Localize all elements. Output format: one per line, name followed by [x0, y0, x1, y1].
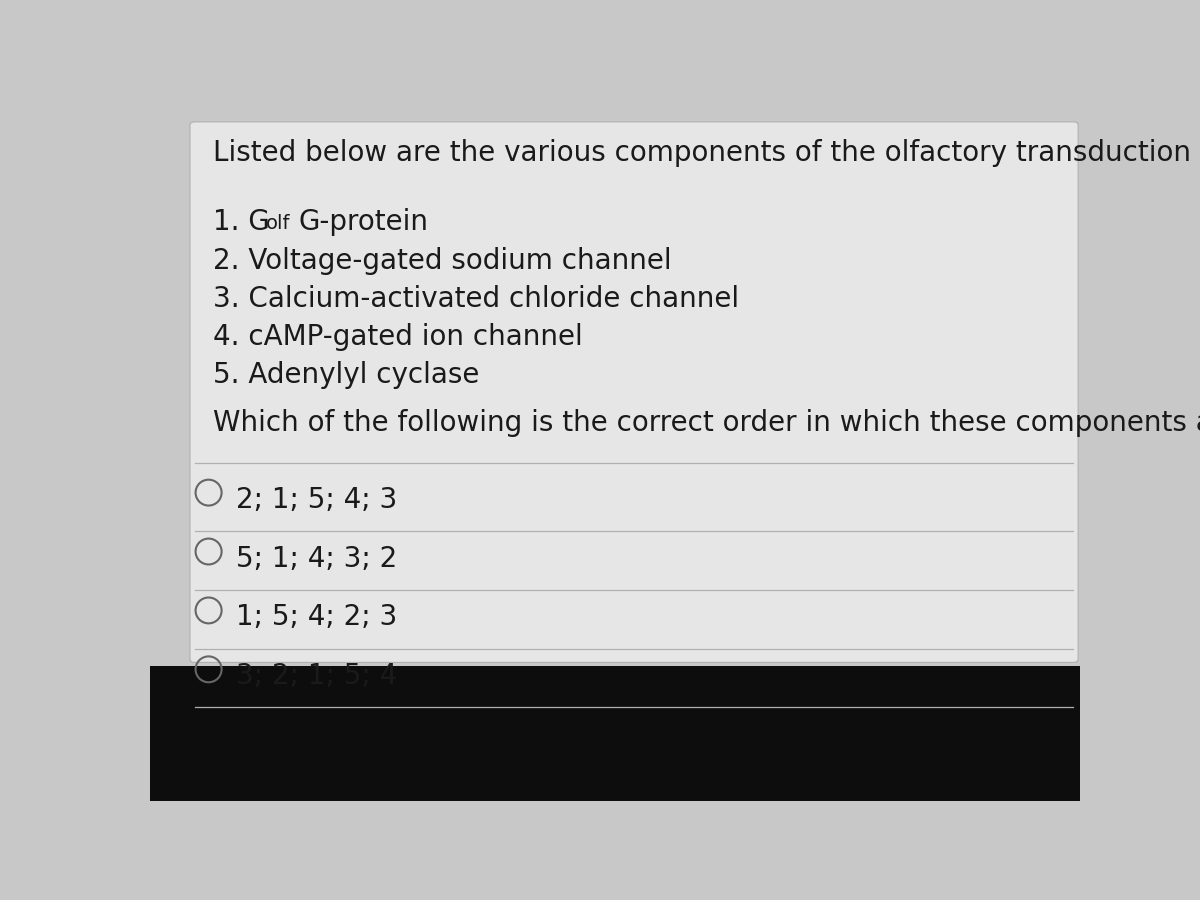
- Bar: [150, 666, 1080, 801]
- Text: Which of the following is the correct order in which these components are activa: Which of the following is the correct or…: [214, 410, 1200, 437]
- Text: 5; 1; 4; 3; 2: 5; 1; 4; 3; 2: [236, 544, 397, 572]
- Text: 3. Calcium-activated chloride channel: 3. Calcium-activated chloride channel: [214, 284, 739, 312]
- Text: Listed below are the various components of the olfactory transduction process:: Listed below are the various components …: [214, 140, 1200, 167]
- Text: 2. Voltage-gated sodium channel: 2. Voltage-gated sodium channel: [214, 247, 672, 274]
- Text: 1; 5; 4; 2; 3: 1; 5; 4; 2; 3: [236, 604, 397, 632]
- FancyBboxPatch shape: [190, 122, 1078, 662]
- Text: G-protein: G-protein: [299, 209, 428, 237]
- Text: 3; 2; 1; 5; 4: 3; 2; 1; 5; 4: [236, 662, 397, 690]
- Text: olf: olf: [266, 214, 290, 233]
- Text: 5. Adenylyl cyclase: 5. Adenylyl cyclase: [214, 361, 480, 389]
- Text: 2; 1; 5; 4; 3: 2; 1; 5; 4; 3: [236, 486, 397, 514]
- Text: 4. cAMP-gated ion channel: 4. cAMP-gated ion channel: [214, 323, 583, 351]
- Text: 1. G: 1. G: [214, 209, 270, 237]
